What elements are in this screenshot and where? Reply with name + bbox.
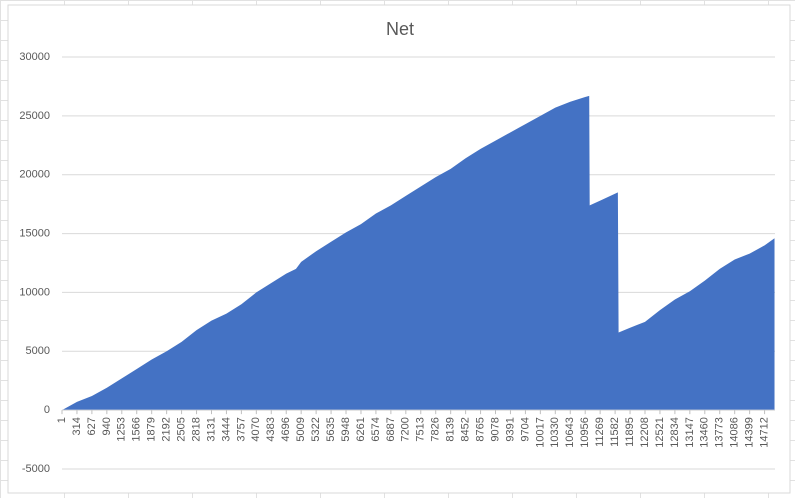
x-tick-label: 10017: [534, 417, 546, 448]
x-tick-label: 8139: [445, 417, 457, 441]
x-tick-label: 8452: [460, 417, 472, 441]
x-tick-label: 1566: [131, 417, 143, 441]
x-tick-label: 7200: [400, 417, 412, 441]
x-tick-label: 5009: [295, 417, 307, 441]
x-tick-label: 13147: [684, 417, 696, 448]
x-tick-label: 1: [56, 417, 68, 423]
x-tick-label: 3757: [235, 417, 247, 441]
x-tick-label: 11895: [624, 417, 636, 447]
y-tick-label: 20000: [19, 169, 50, 181]
chart-title: Net: [386, 19, 414, 39]
x-tick-label: 2505: [175, 417, 187, 441]
x-tick-label: 9391: [504, 417, 516, 441]
x-tick-label: 12208: [639, 417, 651, 448]
y-tick-label: 10000: [19, 286, 50, 298]
x-tick-label: 4383: [265, 417, 277, 441]
x-tick-label: 10643: [564, 417, 576, 448]
x-tick-label: 940: [101, 417, 113, 435]
x-tick-label: 627: [86, 417, 98, 435]
y-tick-label: -5000: [22, 463, 50, 475]
x-tick-label: 14712: [758, 417, 770, 448]
x-tick-label: 4070: [250, 417, 262, 441]
y-tick-label: 25000: [19, 110, 50, 122]
y-tick-label: 0: [44, 404, 50, 416]
x-tick-label: 4696: [280, 417, 292, 441]
x-tick-label: 14086: [729, 417, 741, 448]
x-tick-label: 13460: [699, 417, 711, 448]
area: [62, 95, 775, 411]
x-tick-label: 5948: [340, 417, 352, 441]
x-tick-label: 3444: [220, 417, 232, 441]
x-tick-label: 12834: [669, 417, 681, 448]
x-tick-label: 1879: [146, 417, 158, 441]
x-tick-label: 6261: [355, 417, 367, 441]
x-tick-label: 314: [71, 417, 83, 435]
x-tick-label: 7513: [415, 417, 427, 441]
y-tick-label: 15000: [19, 227, 50, 239]
x-tick-label: 12521: [654, 417, 666, 448]
x-tick-label: 6887: [385, 417, 397, 441]
x-tick-label: 13773: [714, 417, 726, 448]
x-tick-label: 11269: [594, 417, 606, 447]
x-tick-label: 14399: [744, 417, 756, 448]
x-tick-label: 2192: [161, 417, 173, 441]
y-tick-label: 5000: [26, 345, 50, 357]
x-tick-label: 5635: [325, 417, 337, 441]
x-tick-label: 5322: [310, 417, 322, 441]
x-tick-label: 9704: [519, 417, 531, 441]
x-tick-label: 7826: [430, 417, 442, 441]
x-tick-label: 10956: [579, 417, 591, 448]
x-tick-label: 2818: [190, 417, 202, 441]
x-tick-label: 8765: [474, 417, 486, 441]
x-tick-label: 11582: [609, 417, 621, 447]
x-tick-label: 10330: [549, 417, 561, 448]
x-tick-label: 6574: [370, 417, 382, 441]
x-tick-label: 1253: [116, 417, 128, 441]
x-tick-label: 9078: [489, 417, 501, 441]
y-tick-label: 30000: [19, 51, 50, 63]
x-tick-label: 3131: [205, 417, 217, 441]
